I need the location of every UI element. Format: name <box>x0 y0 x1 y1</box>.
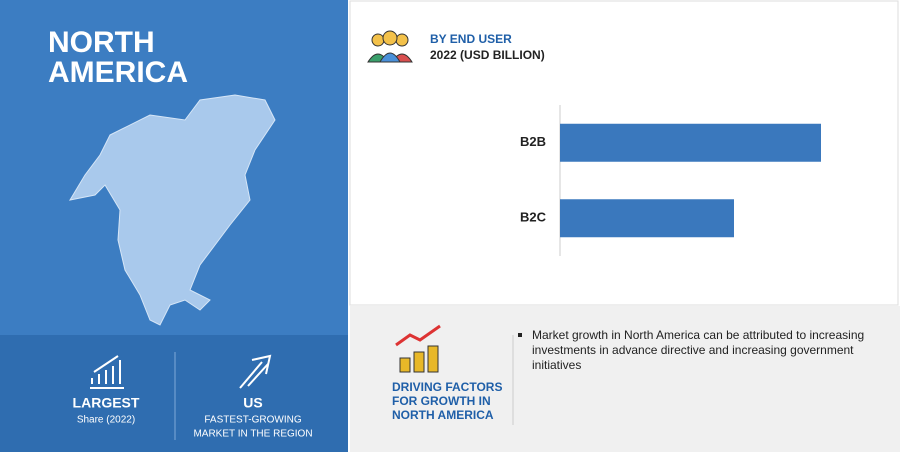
chart-subtitle: 2022 (USD BILLION) <box>430 48 545 62</box>
category-label: B2C <box>520 210 547 225</box>
stat-label: Share (2022) <box>77 415 135 426</box>
rocket-icon <box>239 354 272 389</box>
bullet-list: Market growth in North America can be at… <box>518 328 878 373</box>
factors-heading: DRIVING FACTORS <box>392 380 502 394</box>
factors-heading: FOR GROWTH IN <box>392 394 491 408</box>
stat-value: LARGEST <box>73 395 140 411</box>
bar <box>560 199 734 238</box>
chart-title: BY END USER <box>430 32 512 46</box>
bullet: Market growth in North America can be at… <box>518 328 878 373</box>
stat-label: FASTEST-GROWING <box>204 415 301 426</box>
chart-icon <box>90 355 124 389</box>
factors-heading: NORTH AMERICA <box>392 408 494 422</box>
stat-label: MARKET IN THE REGION <box>193 429 312 440</box>
region-title: NORTH <box>48 26 155 59</box>
stat-value: US <box>243 395 262 411</box>
bar <box>560 123 821 162</box>
stats-panel <box>0 335 348 452</box>
growth-icon <box>395 324 441 373</box>
region-title: AMERICA <box>48 56 188 89</box>
users-icon <box>367 30 413 63</box>
map <box>68 94 276 326</box>
factors-panel <box>350 306 900 452</box>
category-label: B2B <box>520 134 546 149</box>
